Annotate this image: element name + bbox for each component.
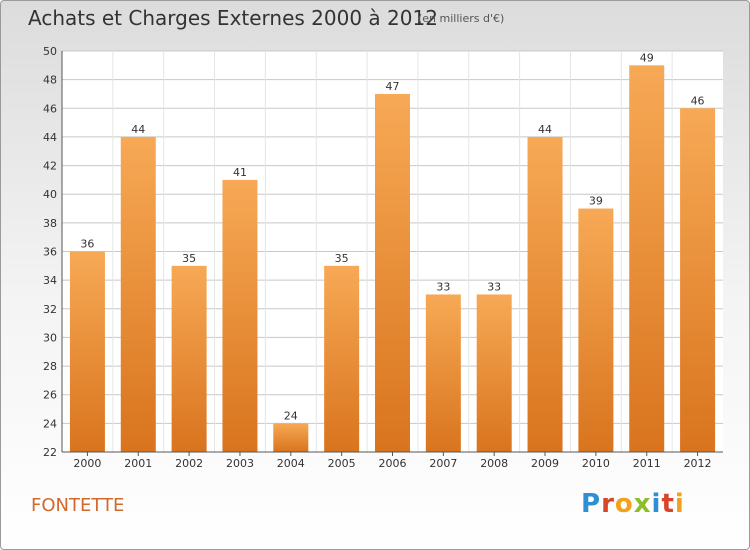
y-tick-label: 34 (43, 274, 57, 287)
bar-2000 (69, 251, 105, 452)
x-tick-label: 2011 (633, 457, 661, 470)
data-label-2007: 33 (436, 280, 450, 293)
x-tick-label: 2000 (73, 457, 101, 470)
bar-2009 (527, 136, 563, 452)
proxiti-logo: Proxiti (581, 489, 685, 519)
y-tick-label: 50 (43, 45, 57, 58)
y-tick-label: 24 (43, 417, 57, 430)
logo-letter: o (614, 489, 634, 519)
x-tick-label: 2004 (277, 457, 305, 470)
bar-2003 (222, 179, 258, 452)
logo-letter: x (633, 489, 652, 519)
logo-letter: r (601, 489, 615, 519)
y-tick-label: 38 (43, 217, 57, 230)
y-tick-label: 40 (43, 188, 57, 201)
logo-letter: i (674, 489, 685, 519)
x-tick-label: 2009 (531, 457, 559, 470)
x-tick-label: 2003 (226, 457, 254, 470)
bar-2006 (375, 93, 410, 452)
bar-2012 (680, 108, 716, 453)
x-tick-label: 2006 (379, 457, 407, 470)
bar-2007 (425, 294, 461, 452)
chart-subtitle: (en milliers d'€) (418, 12, 505, 25)
data-label-2004: 24 (284, 409, 298, 422)
data-label-2006: 47 (386, 80, 400, 93)
x-tick-label: 2012 (684, 457, 712, 470)
y-tick-label: 28 (43, 360, 57, 373)
y-tick-label: 48 (43, 74, 57, 87)
bar-2004 (273, 423, 309, 452)
data-label-2012: 46 (691, 94, 705, 107)
data-label-2010: 39 (589, 195, 603, 208)
logo-letter: t (661, 489, 675, 519)
y-tick-label: 42 (43, 160, 57, 173)
y-tick-label: 30 (43, 331, 57, 344)
bar-2001 (120, 136, 156, 452)
bar-2002 (171, 265, 207, 452)
data-label-2002: 35 (182, 252, 196, 265)
x-tick-label: 2002 (175, 457, 203, 470)
data-label-2003: 41 (233, 166, 247, 179)
bar-2011 (629, 65, 665, 453)
y-tick-label: 22 (43, 446, 57, 459)
y-tick-label: 44 (43, 131, 57, 144)
data-label-2011: 49 (640, 51, 654, 64)
x-tick-label: 2008 (480, 457, 508, 470)
y-tick-label: 46 (43, 102, 57, 115)
x-tick-label: 2007 (429, 457, 457, 470)
data-label-2008: 33 (487, 280, 501, 293)
logo-letter: i (651, 489, 662, 519)
bar-2008 (476, 294, 512, 452)
y-tick-label: 36 (43, 246, 57, 259)
x-tick-label: 2001 (124, 457, 152, 470)
data-label-2001: 44 (131, 123, 145, 136)
y-tick-label: 32 (43, 303, 57, 316)
data-label-2009: 44 (538, 123, 552, 136)
logo-letter: P (581, 489, 602, 519)
data-label-2000: 36 (80, 238, 94, 251)
chart-title: Achats et Charges Externes 2000 à 2012 (28, 6, 438, 30)
bar-2010 (578, 208, 614, 452)
commune-name: FONTETTE (31, 495, 125, 516)
bar-2005 (324, 265, 360, 452)
x-tick-label: 2010 (582, 457, 610, 470)
x-tick-label: 2005 (328, 457, 356, 470)
data-label-2005: 35 (335, 252, 349, 265)
y-tick-label: 26 (43, 389, 57, 402)
